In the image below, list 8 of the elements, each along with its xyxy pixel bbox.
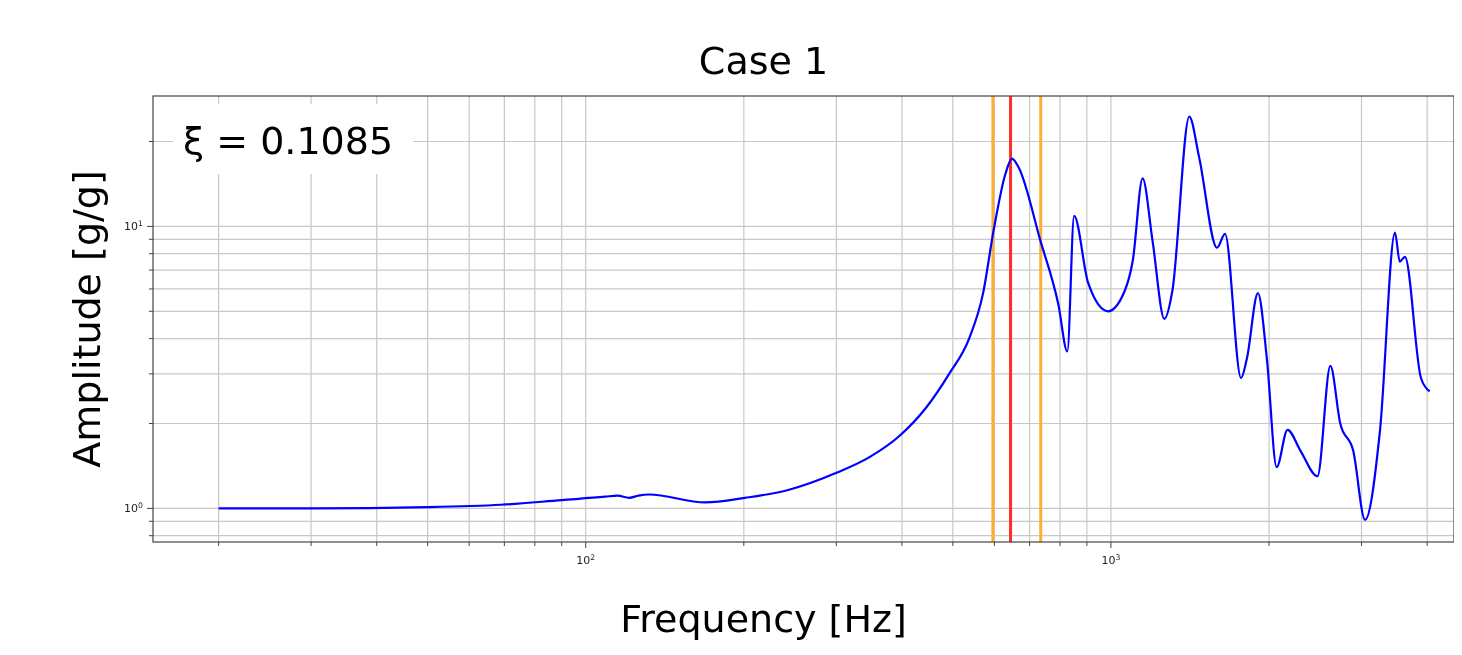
x-tick-label: 10$^{3}$ — [1101, 552, 1121, 567]
y-tick-label: 10$^{0}$ — [124, 500, 144, 516]
y-tick-label: 10$^{1}$ — [124, 218, 144, 234]
annotation: ξ = 0.1085 — [183, 119, 394, 163]
chart-title: Case 1 — [698, 39, 829, 83]
x-tick-label: 10$^{2}$ — [576, 552, 596, 567]
y-axis-title: Amplitude [g/g] — [65, 170, 109, 468]
x-axis-title: Frequency [Hz] — [620, 597, 907, 641]
